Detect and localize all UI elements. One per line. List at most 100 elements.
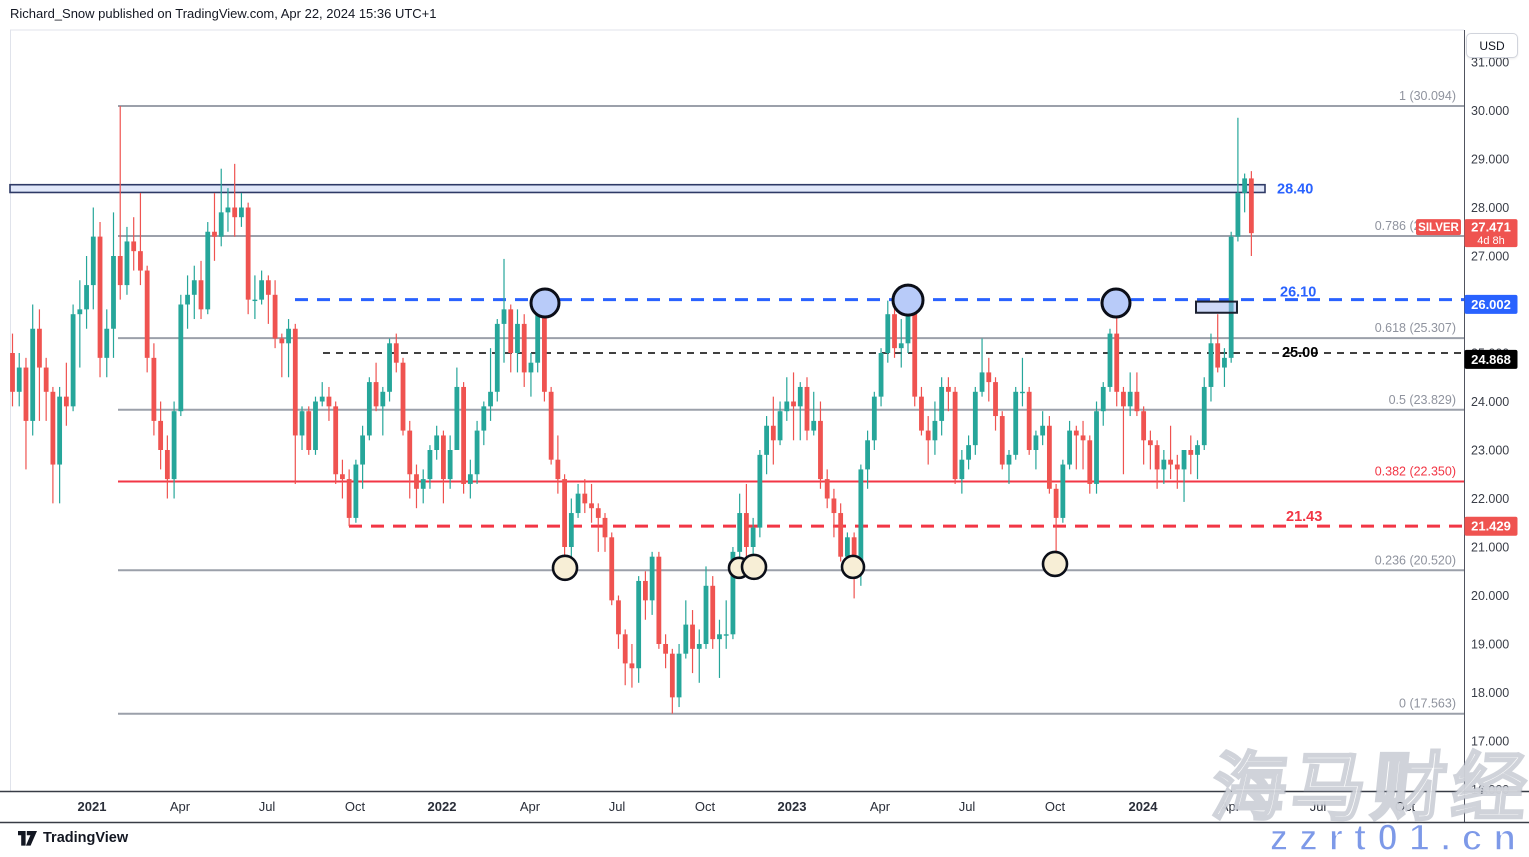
candle-up [717, 634, 722, 640]
candle-up [676, 653, 682, 698]
time-tick-label-Apr: Apr [1220, 799, 1241, 814]
candle-up [1222, 357, 1227, 368]
price-tick-label: 22.000 [1471, 492, 1509, 506]
candle-up [1181, 450, 1187, 470]
tradingview-logo-icon [18, 830, 37, 846]
time-tick-label-Oct: Oct [1045, 799, 1066, 814]
candle-up [57, 396, 63, 465]
candle-up [1020, 391, 1025, 394]
candle-down [414, 474, 419, 489]
hline-price-label: 21.43 [1286, 509, 1322, 525]
candle-down [164, 450, 170, 480]
currency-button[interactable]: USD [1466, 33, 1518, 58]
publish-byline: Richard_Snow published on TradingView.co… [10, 6, 437, 21]
candle-up [723, 634, 729, 636]
marker-circle-cream-4[interactable] [1041, 550, 1069, 578]
candle-up [488, 391, 493, 407]
candle-down [198, 280, 204, 310]
candle-up [1242, 178, 1248, 193]
time-tick-label-Oct: Oct [345, 799, 366, 814]
candle-up [360, 435, 366, 465]
fib-label-1: 1 (30.094) [1399, 89, 1456, 103]
candle-up [111, 256, 116, 329]
candle-down [831, 498, 837, 514]
candle-down [441, 435, 446, 480]
fib-label-0.382: 0.382 (22.350) [1375, 465, 1456, 479]
price-tick-label: 27.000 [1471, 250, 1509, 264]
candle-down [1053, 488, 1059, 518]
candle-up [1201, 386, 1207, 446]
price-chip-value: 26.002 [1471, 297, 1511, 312]
candle-up [811, 420, 817, 431]
candle-down [138, 251, 143, 271]
candle-up [501, 309, 507, 324]
candle-up [205, 231, 211, 310]
resistance-band[interactable] [9, 183, 1266, 194]
price-tick-label: 21.000 [1471, 541, 1509, 555]
candle-down [1168, 459, 1173, 465]
candle-down [824, 479, 830, 499]
marker-circle-blue-0[interactable] [529, 287, 561, 319]
hline-price-label: 26.10 [1280, 285, 1316, 301]
candle-down [521, 323, 527, 373]
candle-up [1228, 236, 1234, 358]
time-tick-label-2024: 2024 [1129, 799, 1159, 814]
candle-up [535, 299, 541, 363]
candle-up [1235, 192, 1241, 237]
candle-up [696, 644, 702, 649]
candle-down [925, 430, 931, 441]
candle-down [333, 406, 339, 475]
price-chip-21.429 [1464, 516, 1518, 536]
candle-down [804, 386, 810, 431]
candle-down [373, 382, 379, 407]
price-tick-label: 16.000 [1471, 783, 1509, 797]
marker-circle-blue-1[interactable] [891, 283, 925, 317]
candle-up [1033, 435, 1039, 450]
candle-down [508, 309, 514, 353]
candle-up [467, 474, 473, 484]
candle-up [225, 207, 231, 213]
candle-up [84, 285, 89, 310]
price-tick-label: 17.000 [1471, 735, 1509, 749]
candle-down [1174, 464, 1180, 470]
candle-up [90, 236, 96, 286]
candle-down [629, 663, 635, 669]
candle-up [784, 401, 790, 412]
tradingview-logo[interactable]: TradingView [18, 830, 128, 846]
band-price-label: 28.40 [1277, 182, 1313, 198]
candle-up [871, 396, 877, 441]
candle-up [104, 328, 110, 358]
price-tick-label: 20.000 [1471, 589, 1509, 603]
candle-up [649, 556, 655, 601]
candle-down [1114, 333, 1120, 392]
candle-down [1026, 391, 1032, 450]
marker-circle-cream-2[interactable] [740, 553, 768, 581]
candle-up [1100, 386, 1106, 412]
price-tick-label: 24.000 [1471, 395, 1509, 409]
breakout-box[interactable] [1195, 300, 1238, 314]
fib-label-0.236: 0.236 (20.520) [1375, 553, 1456, 567]
candle-up [1094, 411, 1099, 484]
candle-up [380, 391, 386, 407]
candle-down [919, 396, 924, 431]
candle-down [602, 517, 608, 538]
marker-circle-cream-0[interactable] [551, 554, 579, 582]
time-tick-label-2023: 2023 [778, 799, 807, 814]
candle-down [622, 634, 628, 664]
candle-up [515, 323, 520, 353]
price-tick-label: 31.000 [1471, 56, 1509, 70]
candle-down [656, 556, 662, 644]
marker-circle-blue-2[interactable] [1100, 287, 1132, 319]
candle-up [568, 513, 574, 547]
candle-up [636, 580, 642, 669]
marker-circle-cream-3[interactable] [840, 554, 866, 580]
price-tick-label: 18.000 [1471, 686, 1509, 700]
candle-up [434, 435, 440, 450]
price-tick-label: 29.000 [1471, 153, 1509, 167]
candle-down [1134, 391, 1140, 412]
price-chip-value: 27.471 [1471, 220, 1511, 235]
candle-down [37, 328, 42, 368]
candle-down [1087, 440, 1093, 484]
candle-down [265, 280, 271, 295]
